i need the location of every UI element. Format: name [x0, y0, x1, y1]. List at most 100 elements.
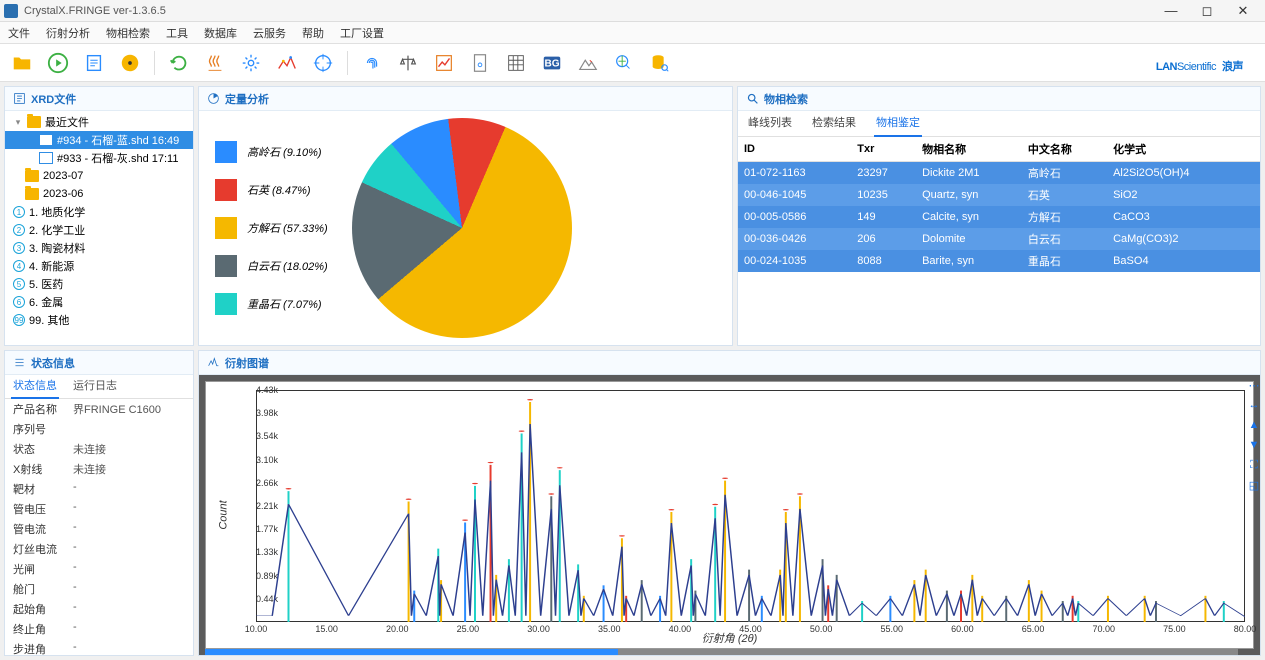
table-row[interactable]: 00-036-0426206Dolomite白云石CaMg(CO3)2: [738, 228, 1260, 250]
scale-button[interactable]: [394, 49, 422, 77]
gear-button[interactable]: [237, 49, 265, 77]
menu-数据库[interactable]: 数据库: [204, 25, 237, 41]
status-row: 灯丝电流-: [5, 539, 193, 559]
tree-file[interactable]: #934 - 石榴-蓝.shd 16:49: [5, 131, 193, 149]
status-panel-title: 状态信息: [31, 355, 75, 371]
chart-button[interactable]: [273, 49, 301, 77]
bg-button[interactable]: BG: [538, 49, 566, 77]
search-tab[interactable]: 峰线列表: [746, 111, 794, 136]
play-button[interactable]: [44, 49, 72, 77]
status-row: 序列号: [5, 419, 193, 439]
files-panel-title: XRD文件: [31, 91, 76, 107]
files-panel: XRD文件 ▾最近文件#934 - 石榴-蓝.shd 16:49#933 - 石…: [4, 86, 194, 346]
x-tick: 75.00: [1163, 622, 1186, 634]
x-tick: 10.00: [245, 622, 268, 634]
search-tab[interactable]: 检索结果: [810, 111, 858, 136]
x-tick: 25.00: [457, 622, 480, 634]
database-button[interactable]: [646, 49, 674, 77]
chart-down-icon[interactable]: ▼: [1246, 437, 1262, 453]
target-button[interactable]: [309, 49, 337, 77]
x-tick: 60.00: [951, 622, 974, 634]
minimize-button[interactable]: —: [1153, 3, 1189, 19]
status-tab[interactable]: 运行日志: [71, 373, 119, 398]
status-tab[interactable]: 状态信息: [11, 373, 59, 398]
maximize-button[interactable]: ◻: [1189, 3, 1225, 19]
menu-帮助[interactable]: 帮助: [302, 25, 324, 41]
grid-button[interactable]: [502, 49, 530, 77]
pattern-panel-title: 衍射图谱: [225, 355, 269, 371]
table-header: 中文名称: [1022, 137, 1107, 162]
mountain-button[interactable]: [574, 49, 602, 77]
status-row: 光闸-: [5, 559, 193, 579]
tree-category[interactable]: 33. 陶瓷材料: [5, 239, 193, 257]
tree-file[interactable]: #933 - 石榴-灰.shd 17:11: [5, 149, 193, 167]
status-row: 产品名称界FRINGE C1600: [5, 399, 193, 419]
chart-fullscreen-icon[interactable]: ⛶: [1246, 457, 1262, 473]
chart-expand-icon[interactable]: ↔: [1246, 397, 1262, 413]
tree-folder[interactable]: 2023-06: [5, 185, 193, 203]
status-row: X射线未连接: [5, 459, 193, 479]
svg-text:BG: BG: [544, 58, 559, 69]
quant-panel: 定量分析 高岭石 (9.10%)石英 (8.47%)方解石 (57.33%)白云…: [198, 86, 733, 346]
radiation-button[interactable]: [116, 49, 144, 77]
x-tick: 55.00: [881, 622, 904, 634]
chart-menu-icon[interactable]: ⋯: [1246, 377, 1262, 393]
trend-button[interactable]: [430, 49, 458, 77]
menu-物相检索[interactable]: 物相检索: [106, 25, 150, 41]
table-row[interactable]: 00-046-104510235Quartz, syn石英SiO2: [738, 184, 1260, 206]
table-row[interactable]: 00-005-0586149Calcite, syn方解石CaCO3: [738, 206, 1260, 228]
tree-category[interactable]: 22. 化学工业: [5, 221, 193, 239]
tree-category[interactable]: 9999. 其他: [5, 311, 193, 329]
document-button[interactable]: [466, 49, 494, 77]
status-row: 状态未连接: [5, 439, 193, 459]
search-panel: 物相检索 峰线列表检索结果物相鉴定 IDTxr物相名称中文名称化学式 01-07…: [737, 86, 1261, 346]
legend-item: 高岭石 (9.10%): [215, 141, 328, 163]
tree-category[interactable]: 55. 医药: [5, 275, 193, 293]
refresh-button[interactable]: [165, 49, 193, 77]
status-row: 舱门-: [5, 579, 193, 599]
menu-工具[interactable]: 工具: [166, 25, 188, 41]
x-tick: 80.00: [1234, 622, 1257, 634]
diffraction-chart[interactable]: Count 衍射角 (2θ) 0.44k0.89k1.33k1.77k2.21k…: [205, 381, 1254, 649]
open-folder-button[interactable]: [8, 49, 36, 77]
menubar: 文件衍射分析物相检索工具数据库云服务帮助工厂设置: [0, 22, 1265, 44]
tree-category[interactable]: 44. 新能源: [5, 257, 193, 275]
tree-folder[interactable]: 2023-07: [5, 167, 193, 185]
chart-tools: ⋯ ↔ ▲ ▼ ⛶ ◱: [1246, 377, 1262, 493]
legend-item: 重晶石 (7.07%): [215, 293, 328, 315]
chart-hscrollbar[interactable]: [205, 649, 1238, 655]
tree-root[interactable]: ▾最近文件: [5, 113, 193, 131]
toolbar: BG LANScientific浪声: [0, 44, 1265, 82]
close-button[interactable]: ✕: [1225, 3, 1261, 19]
menu-工厂设置[interactable]: 工厂设置: [340, 25, 384, 41]
menu-文件[interactable]: 文件: [8, 25, 30, 41]
legend-item: 方解石 (57.33%): [215, 217, 328, 239]
menu-衍射分析[interactable]: 衍射分析: [46, 25, 90, 41]
x-tick: 30.00: [527, 622, 550, 634]
tree-category[interactable]: 66. 金属: [5, 293, 193, 311]
menu-云服务[interactable]: 云服务: [253, 25, 286, 41]
status-row: 起始角-: [5, 599, 193, 619]
pie-chart: [352, 118, 572, 338]
brand-logo: LANScientific浪声: [1156, 50, 1257, 76]
fingerprint-button[interactable]: [358, 49, 386, 77]
globe-search-button[interactable]: [610, 49, 638, 77]
status-row: 管电压-: [5, 499, 193, 519]
tree-category[interactable]: 11. 地质化学: [5, 203, 193, 221]
heat-button[interactable]: [201, 49, 229, 77]
titlebar: CrystalX.FRINGE ver-1.3.6.5 — ◻ ✕: [0, 0, 1265, 22]
chart-fit-icon[interactable]: ◱: [1246, 477, 1262, 493]
table-header: ID: [738, 137, 851, 162]
table-row[interactable]: 00-024-10358088Barite, syn重晶石BaSO4: [738, 250, 1260, 272]
window-title: CrystalX.FRINGE ver-1.3.6.5: [24, 5, 166, 17]
status-row: 终止角-: [5, 619, 193, 639]
x-tick: 35.00: [598, 622, 621, 634]
report-button[interactable]: [80, 49, 108, 77]
x-tick: 70.00: [1092, 622, 1115, 634]
phase-table: IDTxr物相名称中文名称化学式 01-072-116323297Dickite…: [738, 137, 1260, 272]
chart-up-icon[interactable]: ▲: [1246, 417, 1262, 433]
legend-item: 石英 (8.47%): [215, 179, 328, 201]
search-tab[interactable]: 物相鉴定: [874, 111, 922, 136]
search-panel-title: 物相检索: [764, 91, 808, 107]
table-row[interactable]: 01-072-116323297Dickite 2M1高岭石Al2Si2O5(O…: [738, 162, 1260, 185]
